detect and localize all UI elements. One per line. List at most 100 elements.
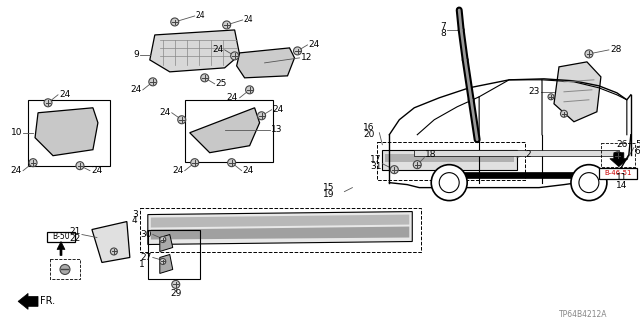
Text: B-46-51: B-46-51: [604, 170, 632, 176]
Bar: [148, 229, 200, 279]
Circle shape: [230, 52, 239, 60]
Circle shape: [201, 74, 209, 82]
Circle shape: [246, 86, 253, 94]
Bar: [140, 208, 421, 252]
Circle shape: [585, 50, 593, 58]
Text: 24: 24: [273, 105, 284, 114]
Polygon shape: [151, 215, 410, 228]
Polygon shape: [382, 150, 517, 170]
Text: 25: 25: [216, 79, 227, 88]
Text: 19: 19: [323, 190, 335, 199]
Text: 26: 26: [616, 140, 627, 149]
Circle shape: [431, 165, 467, 201]
Text: 24: 24: [91, 166, 102, 175]
Bar: [599, 168, 637, 179]
Text: 24: 24: [308, 40, 320, 49]
Circle shape: [110, 248, 117, 255]
Circle shape: [571, 165, 607, 201]
Text: 13: 13: [271, 125, 282, 134]
Text: 17: 17: [370, 155, 381, 164]
Circle shape: [76, 162, 84, 170]
Polygon shape: [92, 221, 130, 262]
Text: 16: 16: [363, 123, 374, 132]
Text: 18: 18: [425, 150, 436, 159]
Polygon shape: [160, 254, 173, 274]
Text: 24: 24: [173, 166, 184, 175]
Circle shape: [160, 259, 166, 264]
Polygon shape: [18, 293, 38, 309]
Text: B-50: B-50: [52, 232, 70, 241]
Text: TP64B4212A: TP64B4212A: [559, 310, 607, 319]
Circle shape: [171, 18, 179, 26]
Polygon shape: [554, 62, 601, 122]
Text: 14: 14: [616, 181, 627, 190]
Circle shape: [29, 159, 37, 167]
Polygon shape: [237, 48, 294, 78]
Text: 23: 23: [529, 87, 540, 96]
Bar: [50, 260, 80, 279]
Circle shape: [172, 280, 180, 288]
Polygon shape: [160, 235, 173, 252]
Text: 24: 24: [196, 12, 205, 20]
Circle shape: [413, 161, 421, 169]
Text: 28: 28: [610, 45, 621, 54]
Text: 12: 12: [301, 53, 312, 62]
Text: 15: 15: [323, 183, 335, 192]
Text: 20: 20: [363, 130, 374, 139]
Circle shape: [223, 21, 230, 29]
Text: 10: 10: [11, 128, 22, 137]
Polygon shape: [385, 154, 514, 162]
Circle shape: [548, 94, 554, 100]
Text: 24: 24: [131, 85, 142, 94]
Text: 21: 21: [70, 227, 81, 236]
Text: 24: 24: [212, 45, 223, 54]
Text: 7: 7: [440, 22, 446, 31]
Text: 27: 27: [140, 253, 152, 262]
Polygon shape: [189, 108, 260, 153]
Polygon shape: [414, 150, 619, 156]
Text: 1: 1: [139, 260, 145, 269]
Bar: [47, 232, 75, 242]
Text: 5: 5: [635, 140, 640, 149]
Text: 24: 24: [159, 108, 171, 117]
Circle shape: [178, 116, 186, 124]
Text: 24: 24: [244, 15, 253, 24]
Text: 24: 24: [59, 90, 70, 99]
Text: 4: 4: [132, 216, 138, 225]
Bar: [601, 143, 635, 167]
Text: 24: 24: [243, 166, 254, 175]
Text: 29: 29: [170, 289, 182, 298]
Text: 31: 31: [370, 162, 381, 171]
Text: 9: 9: [133, 50, 139, 60]
Bar: [28, 100, 110, 166]
Polygon shape: [459, 172, 579, 178]
Circle shape: [149, 78, 157, 86]
Circle shape: [561, 110, 568, 117]
Circle shape: [614, 152, 622, 160]
Polygon shape: [610, 153, 628, 167]
Bar: [378, 142, 525, 180]
Circle shape: [390, 166, 398, 174]
Polygon shape: [148, 212, 412, 244]
Text: 22: 22: [70, 234, 81, 243]
Polygon shape: [150, 30, 239, 72]
Circle shape: [191, 159, 198, 167]
Circle shape: [257, 112, 266, 120]
Polygon shape: [35, 108, 98, 156]
Text: 30: 30: [140, 230, 152, 239]
Polygon shape: [57, 242, 65, 255]
Text: 11: 11: [616, 173, 627, 182]
Text: 8: 8: [440, 29, 446, 38]
Text: 2: 2: [525, 150, 531, 159]
Circle shape: [44, 99, 52, 107]
Text: FR.: FR.: [40, 296, 55, 306]
Circle shape: [160, 236, 166, 243]
Polygon shape: [151, 227, 410, 239]
Text: 24: 24: [11, 166, 22, 175]
Text: 3: 3: [132, 210, 138, 219]
Circle shape: [294, 47, 301, 55]
Bar: [185, 100, 273, 162]
Text: 6: 6: [635, 147, 640, 156]
Circle shape: [60, 264, 70, 275]
Text: 24: 24: [227, 93, 237, 102]
